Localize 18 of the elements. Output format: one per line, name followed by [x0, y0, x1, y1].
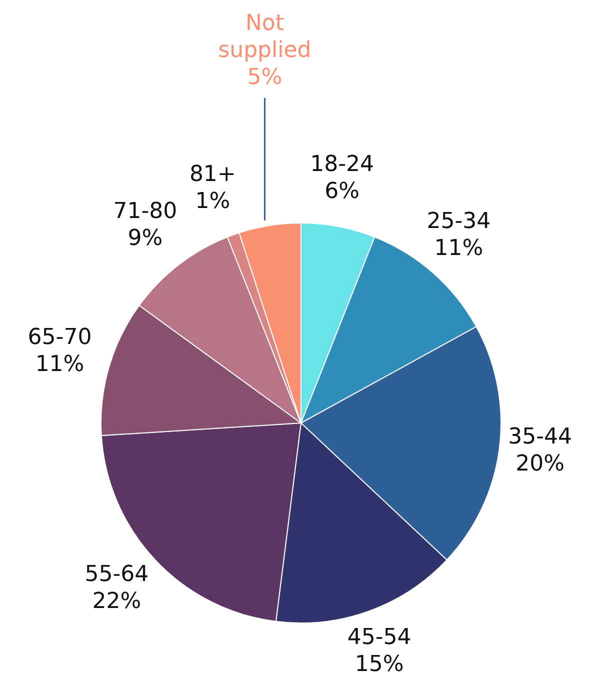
data-label: 6%	[324, 178, 360, 204]
data-label: 11%	[434, 236, 484, 261]
slice-label: 55-64	[84, 562, 149, 587]
data-label: 9%	[128, 226, 163, 252]
slice-label: 25-34	[426, 208, 491, 234]
data-label: 1%	[195, 189, 230, 214]
data-label: 5%	[247, 65, 282, 90]
slice-label: 18-24	[310, 152, 374, 177]
data-label: 22%	[92, 588, 142, 614]
slice-label: Not supplied	[218, 11, 312, 63]
slice-label: 71-80	[113, 199, 178, 224]
slice-label: 81+	[189, 162, 236, 188]
data-label: 11%	[35, 352, 84, 377]
slice-label: 65-70	[28, 324, 92, 350]
data-label: 15%	[354, 652, 404, 677]
data-label: 20%	[516, 451, 565, 476]
slice-label: 35-44	[508, 424, 572, 450]
slice-label: 45-54	[347, 624, 412, 650]
